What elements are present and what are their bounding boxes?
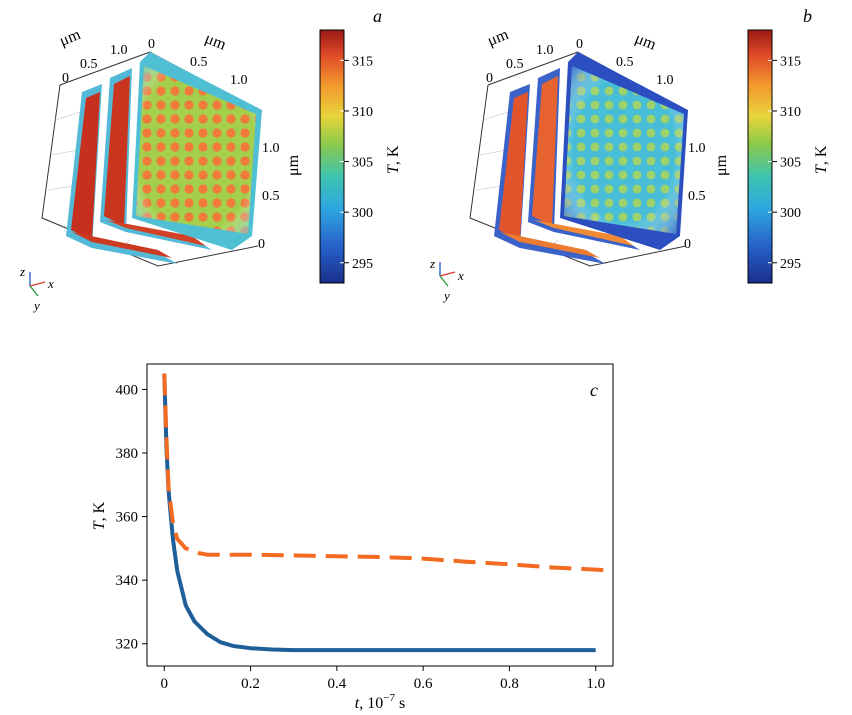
panel-b-colorbar-tick-label-4: 315 (780, 54, 801, 69)
panel-a-colorbar-label: T, K (385, 145, 402, 174)
panel-b-tick-z-0: 0 (684, 237, 691, 252)
panel-b-triad-z: z (429, 256, 435, 271)
chart-xtick-label-2: 0.4 (327, 676, 346, 692)
panel-b-triad-x: x (457, 268, 464, 283)
chart-ytick-label-4: 400 (116, 382, 139, 398)
chart-xtick-label-3: 0.6 (414, 676, 433, 692)
panel-b-label: b (803, 6, 812, 26)
panel-a-triad-z: z (19, 264, 25, 279)
panel-b-unit-y: μm (633, 30, 659, 54)
panel-a-unit-z: μm (285, 154, 302, 176)
panel-a-colorbar: 295 300 305 310 315 T, K (319, 29, 402, 284)
chart-ytick-label-1: 340 (116, 573, 139, 589)
panel-a-tick-x-0: 0 (62, 71, 69, 86)
panel-b-colorbar-tick-label-1: 300 (780, 206, 801, 221)
panel-a-tick-x-2: 1.0 (110, 43, 128, 58)
panel-b-tick-z-1: 0.5 (688, 189, 706, 204)
panel-a-colorbar-tick-label-1: 300 (352, 206, 373, 221)
panel-b-tick-y-0: 0 (576, 37, 583, 52)
chart-series-solid-line (162, 373, 596, 653)
panel-a-tick-y-2: 1.0 (230, 73, 248, 88)
panel-b-tick-z-2: 1.0 (688, 141, 706, 156)
chart-ytick-label-0: 320 (116, 637, 139, 653)
panel-a-triad-x: x (47, 276, 54, 291)
panel-a-tick-y-1: 0.5 (190, 55, 208, 70)
panel-b-tick-x-0: 0 (486, 71, 493, 86)
chart-ytick-label-2: 360 (116, 510, 139, 526)
panel-a-colorbar-tick-label-2: 305 (352, 156, 373, 171)
panel-b-tick-x-1: 0.5 (506, 57, 524, 72)
panel-b-colorbar-tick-label-3: 310 (780, 105, 801, 120)
panel-a-tick-y-0: 0 (148, 37, 155, 52)
panel-a-colorbar-tick-label-0: 295 (352, 257, 373, 272)
panel-a-unit-y: μm (203, 30, 229, 54)
panel-a-axis-triad: z x y (19, 264, 54, 313)
panel-b-axis-triad: z x y (429, 256, 464, 303)
panel-b-colorbar-tick-label-2: 305 (780, 156, 801, 171)
panel-a-colorbar-tick-label-4: 315 (352, 54, 373, 69)
panel-b: b μm 0 0.5 1 (429, 6, 830, 303)
panel-b-triad-y: y (442, 288, 450, 303)
panel-b-tick-y-1: 0.5 (616, 55, 634, 70)
panel-b-tick-y-2: 1.0 (656, 73, 674, 88)
panel-a-tick-z-0: 0 (258, 237, 265, 252)
panel-a: a (19, 6, 402, 313)
chart-series-dashed-line (162, 373, 605, 572)
panel-a-label: a (373, 6, 382, 26)
chart-ytick-label-3: 380 (116, 446, 139, 462)
panel-b-unit-z: μm (713, 154, 730, 176)
panel-a-tick-x-1: 0.5 (80, 57, 98, 72)
panel-b-colorbar: 295 300 305 310 315 T, K (747, 29, 830, 284)
panel-a-tick-z-1: 0.5 (262, 189, 280, 204)
panel-a-slice-2 (100, 68, 212, 250)
panel-b-tick-x-2: 1.0 (536, 43, 554, 58)
chart-panel-label: c (590, 380, 598, 400)
panel-a-slice-1 (66, 84, 178, 264)
chart-xtick-label-0: 0 (161, 676, 169, 692)
chart-xtick-label-5: 1.0 (586, 676, 605, 692)
chart-plot-frame (146, 363, 614, 667)
panel-a-triad-y: y (32, 298, 40, 313)
chart-ylabel: T, K (91, 501, 108, 530)
chart-xtick-label-4: 0.8 (500, 676, 519, 692)
panel-b-colorbar-tick-label-0: 295 (780, 257, 801, 272)
chart-xtick-label-1: 0.2 (241, 676, 260, 692)
panel-b-slice-2 (528, 68, 640, 250)
panel-a-unit-x: μm (57, 26, 83, 50)
panel-b-slice-3 (560, 52, 688, 250)
panel-b-unit-x: μm (485, 26, 511, 50)
panel-b-colorbar-label: T, K (813, 145, 830, 174)
chart-xlabel: t, 10−7 s (355, 692, 405, 712)
panel-a-colorbar-tick-label-3: 310 (352, 105, 373, 120)
panel-a-slice-3 (132, 52, 262, 250)
panel-a-tick-z-2: 1.0 (262, 141, 280, 156)
panel-b-slice-1 (494, 84, 606, 264)
